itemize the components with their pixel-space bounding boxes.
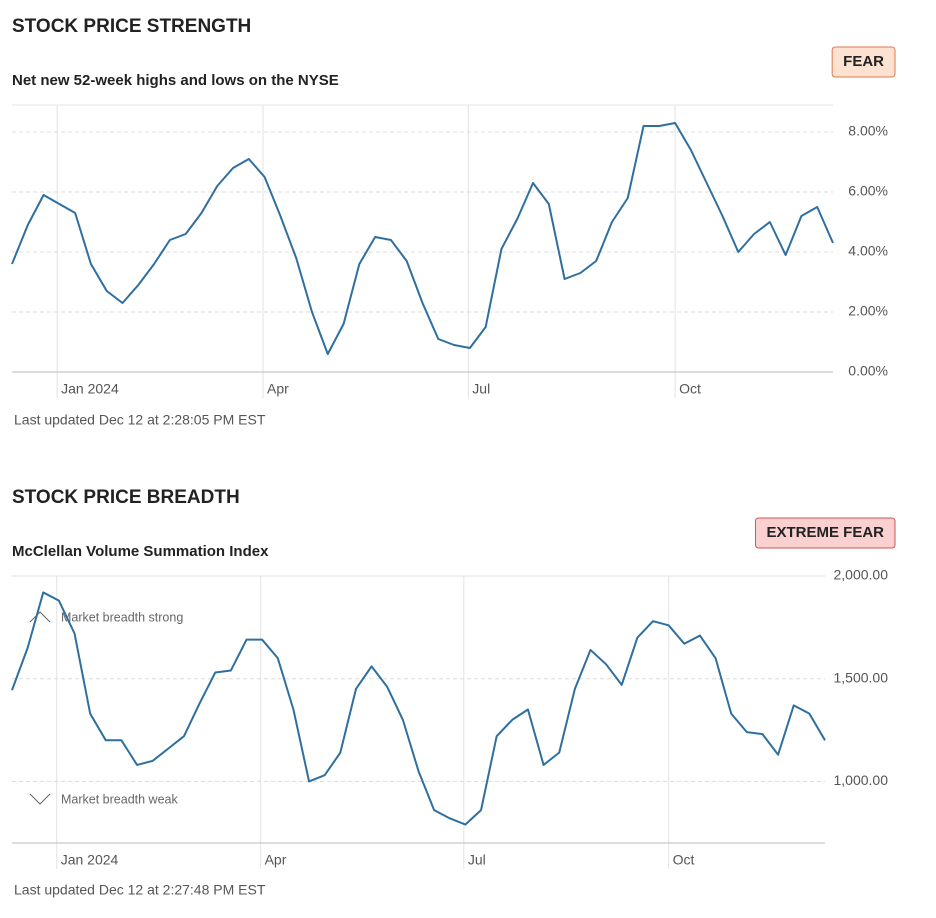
footnote: Last updated Dec 12 at 2:28:05 PM EST — [14, 412, 266, 428]
y-tick-label: 2,000.00 — [834, 567, 889, 583]
x-tick-label: Oct — [673, 852, 695, 868]
arrow-up — [29, 611, 51, 623]
x-tick-label: Jan 2024 — [61, 852, 119, 868]
x-tick-label: Apr — [267, 381, 289, 397]
badge-label: EXTREME FEAR — [766, 524, 884, 541]
x-tick-label: Jul — [472, 381, 490, 397]
y-tick-label: 2.00% — [848, 303, 888, 319]
badge — [754, 517, 896, 549]
annotation-arrows — [29, 611, 51, 805]
annotation: Market breadth weak — [61, 792, 178, 806]
chart-subtitle: Net new 52-week highs and lows on the NY… — [12, 72, 339, 89]
footnote: Last updated Dec 12 at 2:27:48 PM EST — [14, 882, 266, 898]
annotation: Market breadth strong — [61, 610, 183, 624]
chart-subtitle: McClellan Volume Summation Index — [12, 543, 269, 560]
data-line — [11, 591, 826, 826]
y-tick-label: 1,000.00 — [834, 772, 889, 788]
x-tick-label: Apr — [265, 852, 287, 868]
arrow-down — [29, 793, 51, 805]
badge — [831, 46, 896, 78]
x-tick-label: Jan 2024 — [61, 381, 119, 397]
y-tick-label: 0.00% — [848, 363, 888, 379]
y-tick-label: 6.00% — [848, 183, 888, 199]
y-tick-label: 4.00% — [848, 243, 888, 259]
y-tick-label: 8.00% — [848, 123, 888, 139]
x-tick-label: Oct — [679, 381, 701, 397]
badge-label: FEAR — [843, 53, 884, 70]
chart-title: STOCK PRICE BREADTH — [12, 487, 240, 508]
y-tick-label: 1,500.00 — [834, 669, 889, 685]
data-line — [11, 122, 834, 355]
x-tick-label: Jul — [468, 852, 486, 868]
chart-title: STOCK PRICE STRENGTH — [12, 16, 251, 37]
